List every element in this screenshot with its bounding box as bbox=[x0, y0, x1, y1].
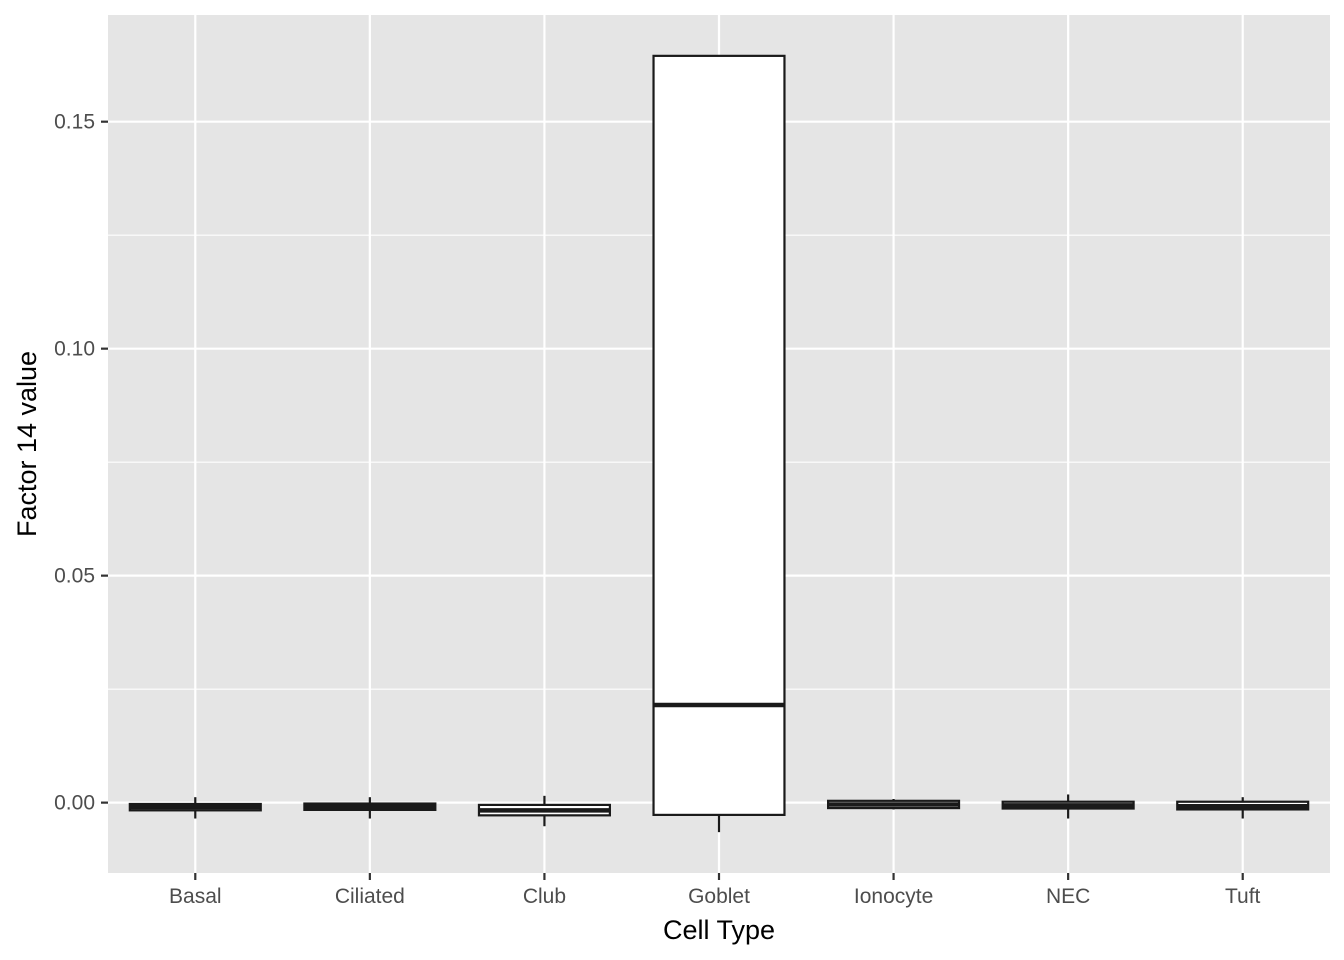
x-axis: Basal Ciliated Club Goblet Ionocyte NEC Tuft bbox=[169, 873, 1261, 908]
x-axis-title: Cell Type bbox=[663, 915, 775, 945]
box-basal bbox=[128, 797, 262, 819]
x-tick-label: Ciliated bbox=[335, 885, 405, 908]
boxes bbox=[128, 54, 1310, 833]
x-tick-label: Club bbox=[523, 885, 566, 908]
box-ionocyte bbox=[827, 799, 961, 810]
y-axis-title: Factor 14 value bbox=[12, 351, 42, 537]
y-tick-label: 0.00 bbox=[54, 792, 95, 815]
y-axis: 0.00 0.05 0.10 0.15 bbox=[54, 111, 108, 815]
box-goblet bbox=[652, 54, 786, 833]
y-tick-label: 0.05 bbox=[54, 565, 95, 588]
y-tick-label: 0.15 bbox=[54, 111, 95, 134]
x-tick-label: Basal bbox=[169, 885, 222, 908]
x-tick-label: Goblet bbox=[688, 885, 750, 908]
box-body bbox=[652, 54, 786, 816]
box-nec bbox=[1001, 794, 1135, 819]
box-ciliated bbox=[303, 797, 437, 819]
x-tick-label: Ionocyte bbox=[854, 885, 933, 908]
x-tick-label: Tuft bbox=[1225, 885, 1261, 908]
box-club bbox=[477, 795, 611, 827]
y-tick-label: 0.10 bbox=[54, 338, 95, 361]
x-tick-label: NEC bbox=[1046, 885, 1090, 908]
box-tuft bbox=[1176, 797, 1310, 819]
